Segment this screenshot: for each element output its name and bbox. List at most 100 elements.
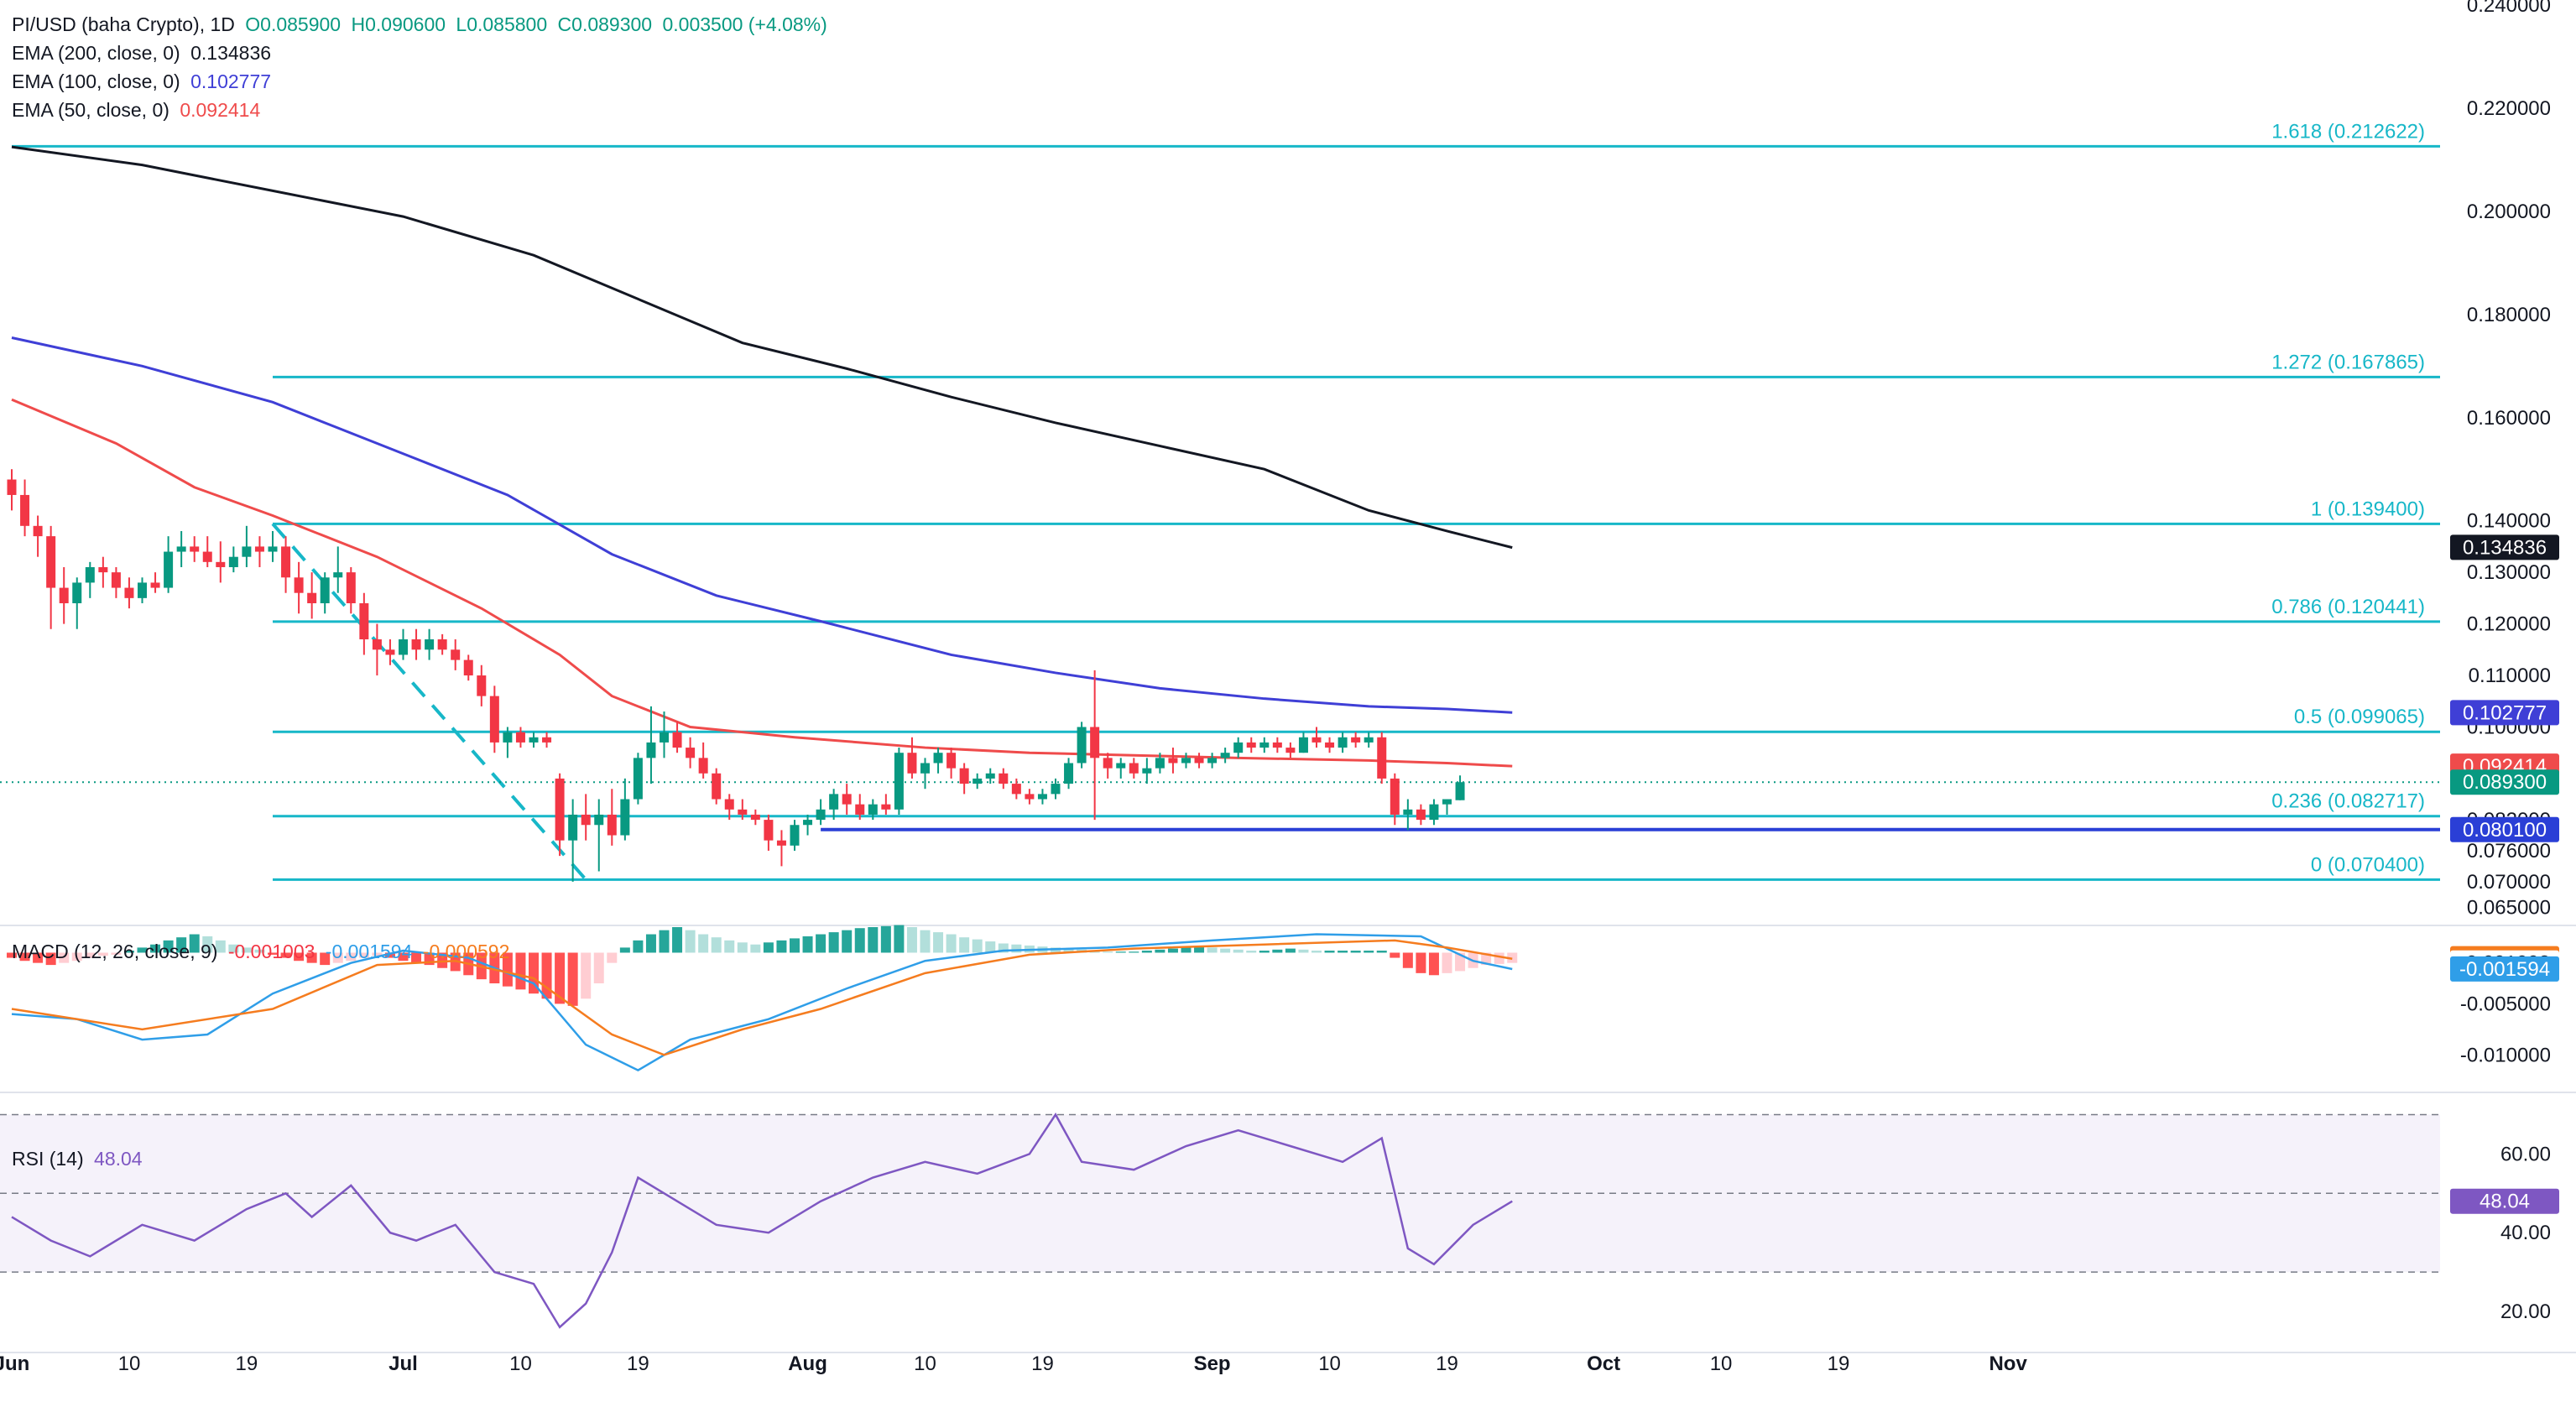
candle-body [1233,742,1244,753]
macd-histogram-bar [111,952,122,955]
date-tick-label: 10 [914,1352,936,1375]
ema50-label: EMA (50, close, 0) [12,99,169,121]
macd-histogram-bar [1298,949,1309,953]
candle-body [959,768,969,784]
candle-body [1403,809,1413,815]
candle-body [1168,758,1178,764]
macd-histogram-bar [1350,951,1361,953]
fib-level-label: 1.618 (0.212622) [2271,120,2425,143]
candle-body [72,582,82,603]
ema200-label: EMA (200, close, 0) [12,42,180,64]
macd-histogram-bar [880,925,891,953]
candle-body [1377,737,1387,779]
macd-histogram-bar [71,952,82,962]
candle-body [33,525,43,537]
candle-body [1155,758,1165,769]
macd-histogram-bar [619,947,630,953]
candle-body [190,546,200,552]
macd-histogram-bar [85,952,96,958]
candle-body [1025,794,1035,800]
candle-body [803,820,813,826]
fib-level-label: 0 (0.070400) [2311,853,2425,876]
rsi-label: RSI (14) [12,1148,84,1170]
price-label-text: 0.080100 [2463,819,2547,842]
candle-body [790,825,800,846]
price-label-box [2450,769,2559,795]
candle-body [124,587,134,598]
macd-histogram-bar [1011,944,1022,953]
macd-histogram-bar [894,925,905,953]
date-tick-label: 19 [236,1352,258,1375]
price-tick-label: 0.140000 [2467,510,2551,533]
candle-body [607,814,617,836]
candle-body [242,546,252,557]
macd-histogram-bar [411,952,422,963]
macd-histogram-bar [581,952,592,999]
candle-body [633,758,643,800]
macd-histogram-bar [515,952,526,990]
candle-body [463,659,473,676]
candle-body [489,696,499,743]
candle-body [307,592,317,603]
rsi-value: 48.04 [94,1148,143,1170]
macd-histogram-bar [502,952,513,987]
macd-histogram-bar [933,932,944,953]
candle-body [515,732,525,743]
macd-hist-value: -0.001003 [227,941,315,962]
macd-histogram-bar [645,934,656,953]
candle-body [1181,758,1191,764]
candle-body [1037,794,1047,800]
macd-line-value: -0.001594 [325,941,413,962]
macd-histogram-bar [1063,948,1074,953]
macd-histogram-bar [802,936,813,953]
fib-level-label: 1.272 (0.167865) [2271,351,2425,373]
candle-body [894,753,904,810]
date-tick-label: 10 [118,1352,141,1375]
macd-histogram-bar [372,952,383,956]
price-tick-label: 0.076000 [2467,840,2551,863]
macd-histogram-bar [19,952,30,962]
macd-histogram-bar [1259,951,1270,953]
macd-histogram-bar [1181,947,1192,953]
rsi-label-box [2450,1188,2559,1214]
macd-histogram-bar [854,928,865,953]
candle-body [1338,737,1348,748]
macd-histogram-bar [280,952,291,958]
candle-body [1416,809,1426,821]
legend-main: PI/USD (baha Crypto), 1D O0.085900 H0.09… [12,13,832,36]
candle-body [150,582,160,588]
macd-histogram-bar [816,934,827,953]
candle-body [764,820,774,841]
macd-histogram-bar [97,952,108,956]
macd-label-text: -0.001594 [2459,958,2550,981]
candle-body [1129,763,1139,774]
rsi-tick-label: 20.00 [2500,1300,2551,1323]
candle-body [920,763,930,774]
price-tick-label: 0.180000 [2467,304,2551,326]
ema50-value: 0.092414 [180,99,261,121]
macd-histogram-bar [176,937,187,953]
macd-histogram-bar [241,947,252,953]
date-tick-label: 10 [1318,1352,1341,1375]
candle-body [568,814,578,841]
candle-body [1064,763,1074,784]
macd-histogram-bar [202,936,213,953]
macd-histogram-bar [398,952,409,962]
candle-body [660,732,669,743]
macd-histogram-bar [633,940,644,953]
date-tick-label: 19 [627,1352,649,1375]
candle-body [1103,758,1113,769]
ema50-line [11,398,1513,768]
date-tick-label: Jun [0,1352,29,1375]
macd-histogram-bar [1167,948,1178,953]
macd-histogram-bar [1103,951,1113,953]
macd-histogram-bar [790,938,800,953]
date-tick-label: Aug [788,1352,827,1375]
candle-body [1429,804,1439,821]
macd-histogram-bar [1194,946,1205,953]
macd-histogram-bar [711,937,722,953]
price-tick-label: 0.160000 [2467,407,2551,430]
candle-body [85,566,95,583]
legend-rsi: RSI (14) 48.04 [12,1148,148,1170]
